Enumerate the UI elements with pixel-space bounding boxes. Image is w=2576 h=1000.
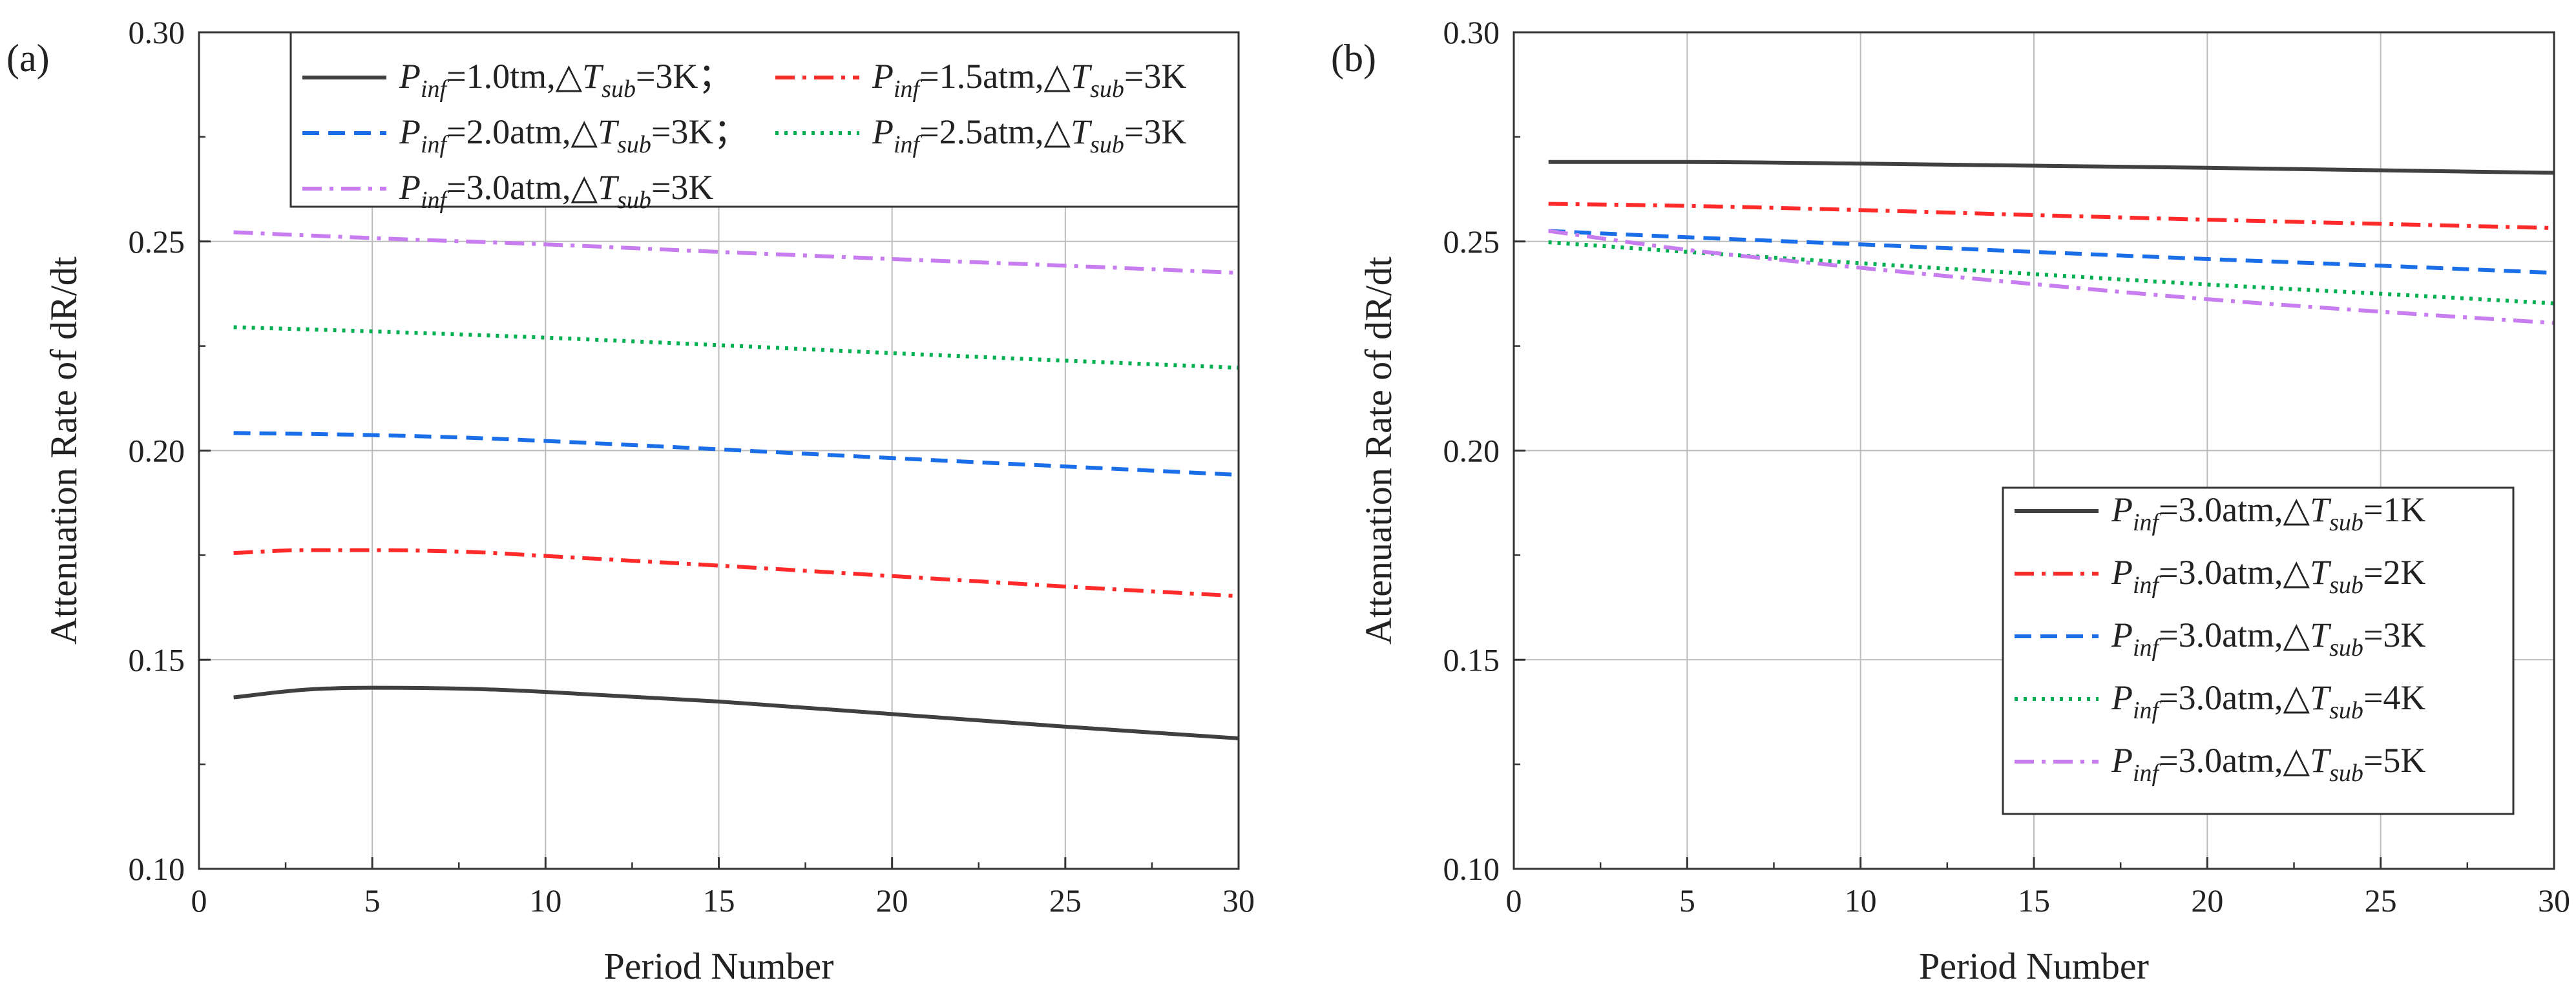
y-tick-label: 0.25 xyxy=(129,224,185,260)
x-tick-label: 10 xyxy=(529,882,561,919)
series-line-3 xyxy=(1548,229,2554,275)
y-axis-title: Attenuation Rate of dR/dt xyxy=(1357,256,1399,645)
legend-label-5: Pinf=3.0atm,△Tsub=3K xyxy=(399,168,713,214)
legend-label-1: Pinf=1.0tm,△Tsub=3K； xyxy=(399,57,733,103)
legend-label-2: Pinf=1.5atm,△Tsub=3K xyxy=(872,57,1186,103)
y-tick-label: 0.20 xyxy=(129,433,185,469)
legend-label-4: Pinf=2.5atm,△Tsub=3K xyxy=(872,112,1186,158)
x-tick-label: 15 xyxy=(703,882,735,919)
series-line-2 xyxy=(233,548,1239,598)
legend-label-3: Pinf=2.0atm,△Tsub=3K； xyxy=(399,112,748,158)
x-axis-title: Period Number xyxy=(1919,945,2149,987)
legend-label-2: Pinf=3.0atm,△Tsub=2K xyxy=(2111,553,2425,599)
legend-box xyxy=(2002,486,2515,815)
x-tick-label: 0 xyxy=(1506,882,1522,919)
legend: Pinf=3.0atm,△Tsub=1K Pinf=3.0atm,△Tsub=2K… xyxy=(2002,486,2515,815)
x-tick-label: 20 xyxy=(2191,882,2223,919)
x-tick-label: 5 xyxy=(364,882,381,919)
x-tick-label: 15 xyxy=(2018,882,2050,919)
legend-label-1: Pinf=3.0atm,△Tsub=1K xyxy=(2111,490,2425,536)
y-tick-label: 0.15 xyxy=(1443,641,1500,678)
x-tick-label: 0 xyxy=(191,882,207,919)
chart-panel-b: 0 5 10 15 20 25 30 0.10 0.15 0.20 0.25 0.30 Period N… xyxy=(1331,14,2570,987)
x-tick-label: 5 xyxy=(1679,882,1695,919)
legend-label-5: Pinf=3.0atm,△Tsub=5K xyxy=(2111,741,2425,787)
y-tick-label: 0.30 xyxy=(1443,14,1500,50)
series-line-1 xyxy=(233,685,1239,740)
y-tick-label: 0.15 xyxy=(129,641,185,678)
legend-label-4: Pinf=3.0atm,△Tsub=4K xyxy=(2111,678,2425,724)
x-tick-label: 30 xyxy=(1222,882,1255,919)
series-line-5 xyxy=(233,230,1239,275)
series-line-3 xyxy=(233,431,1239,477)
x-tick-label: 25 xyxy=(1049,882,1082,919)
y-tick-label: 0.10 xyxy=(129,851,185,887)
chart-panel-a: 0 5 10 15 20 25 30 0.10 0.15 0.20 0.25 0.30 Period N… xyxy=(6,14,1255,987)
series-lines xyxy=(1548,160,2554,326)
y-axis-title: Attenuation Rate of dR/dt xyxy=(43,256,85,645)
series-lines xyxy=(233,230,1239,740)
x-tick-label: 30 xyxy=(2538,882,2570,919)
x-tick-label: 20 xyxy=(876,882,908,919)
x-tick-label: 25 xyxy=(2365,882,2397,919)
panel-label: (b) xyxy=(1331,37,1376,79)
y-tick-label: 0.20 xyxy=(1443,433,1500,469)
y-tick-label: 0.25 xyxy=(1443,224,1500,260)
panel-label: (a) xyxy=(6,37,50,79)
series-line-2 xyxy=(1548,202,2554,231)
x-tick-label: 10 xyxy=(1845,882,1877,919)
legend: Pinf=1.0tm,△Tsub=3K； Pinf=1.5atm,△Tsub=3K… xyxy=(289,31,1240,214)
series-line-5 xyxy=(1548,229,2554,326)
x-axis-title: Period Number xyxy=(604,945,834,987)
legend-box xyxy=(289,31,1240,208)
series-line-4 xyxy=(233,325,1239,370)
y-tick-label: 0.10 xyxy=(1443,851,1500,887)
y-tick-label: 0.30 xyxy=(129,14,185,50)
legend-label-3: Pinf=3.0atm,△Tsub=3K xyxy=(2111,616,2425,661)
series-line-1 xyxy=(1548,160,2554,175)
